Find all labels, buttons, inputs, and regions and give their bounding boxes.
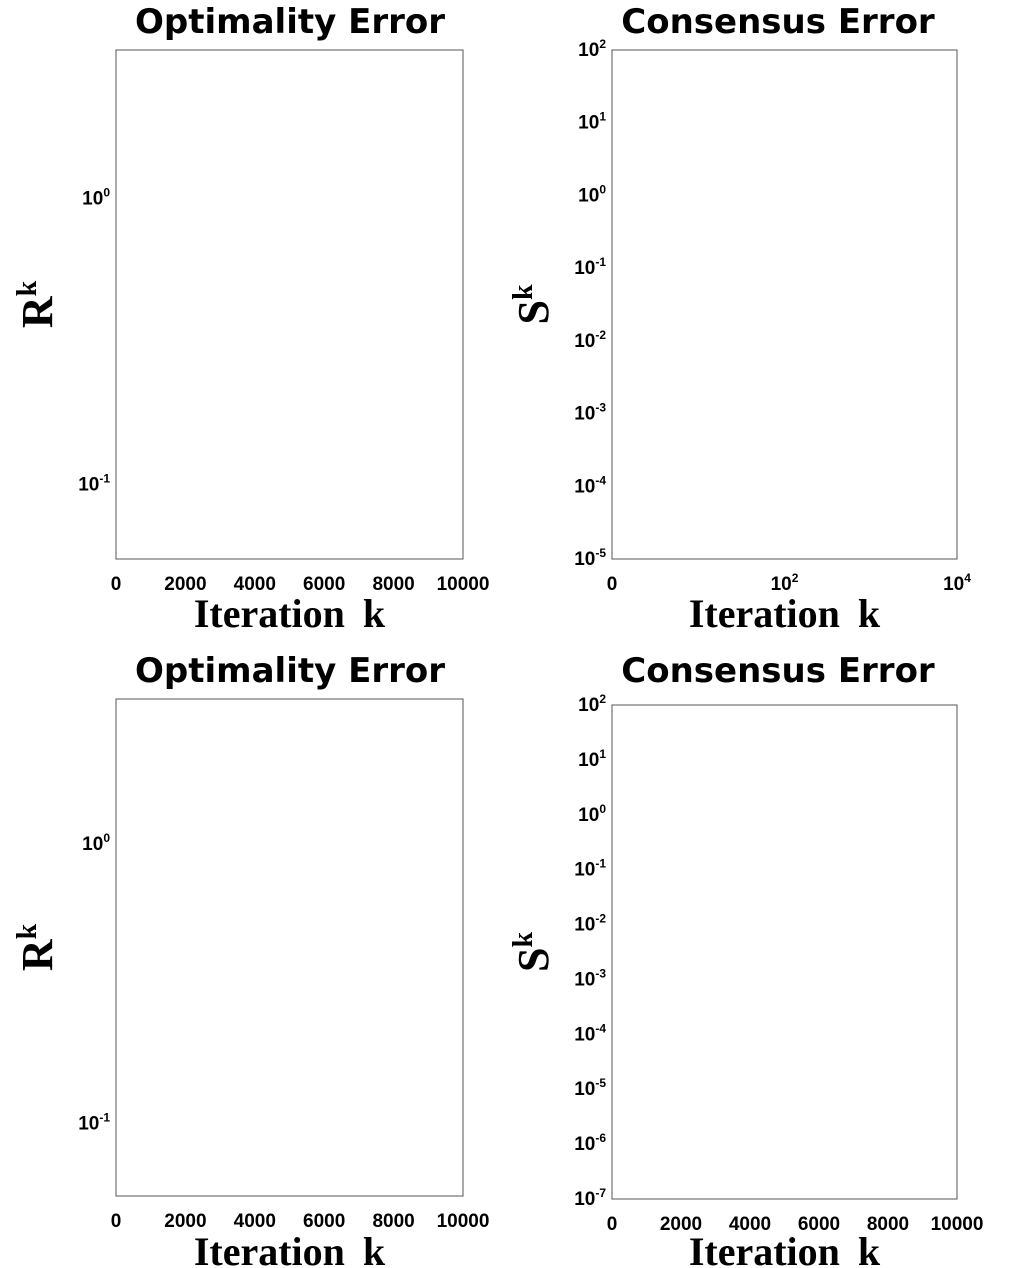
chart-panel-2: 102 101 100 10-1 10-2 10-3 10-4 10-50 102 104 Cons… xyxy=(508,2,971,636)
x-tick-label: 2000 xyxy=(660,1214,702,1235)
y-tick-label: 102 xyxy=(578,692,606,716)
y-tick-label: 10-5 xyxy=(574,1076,606,1100)
x-tick-label: 6000 xyxy=(798,1214,840,1235)
x-tick-label: 10000 xyxy=(437,574,490,595)
x-tick-label: 4000 xyxy=(234,1211,276,1232)
y-tick-label: 10-1 xyxy=(574,255,606,279)
y-tick-label: 10-1 xyxy=(78,1110,110,1134)
y-tick-label: 10-3 xyxy=(574,966,606,990)
x-tick-label: 0 xyxy=(111,1211,122,1232)
x-axis-label: Iteration k xyxy=(689,591,881,636)
y-tick-label: 100 xyxy=(82,185,110,209)
chart-title: Consensus Error xyxy=(621,651,935,691)
chart-panel-1: 100 10-1 0 2000 4000 6000 8000 10000 Optimality … xyxy=(12,2,489,636)
x-tick-label: 2000 xyxy=(164,574,206,595)
y-tick-label: 10-4 xyxy=(574,473,606,497)
y-tick-label: 10-1 xyxy=(574,857,606,881)
y-tick-label: 10-6 xyxy=(574,1131,606,1155)
y-tick-label: 100 xyxy=(578,182,606,206)
x-tick-label: 8000 xyxy=(372,1211,414,1232)
x-tick-label: 2000 xyxy=(164,1211,206,1232)
y-tick-label: 101 xyxy=(578,110,606,134)
x-tick-label: 0 xyxy=(607,574,618,595)
x-tick-label: 8000 xyxy=(867,1214,909,1235)
x-tick-label: 6000 xyxy=(303,1211,345,1232)
x-axis-label: Iteration k xyxy=(689,1229,881,1268)
x-tick-label: 6000 xyxy=(303,574,345,595)
y-tick-label: 102 xyxy=(578,37,606,61)
y-tick-label: 10-3 xyxy=(574,401,606,425)
plot-frame xyxy=(611,704,958,1200)
x-tick-label: 10000 xyxy=(931,1214,984,1235)
y-tick-label: 100 xyxy=(578,802,606,826)
chart-panel-3: 100 10-1 0 2000 4000 6000 8000 10000 Optimality … xyxy=(12,651,489,1268)
y-axis-label: Rk xyxy=(12,280,62,328)
y-tick-label: 10-2 xyxy=(574,912,606,936)
chart-title: Optimality Error xyxy=(135,651,445,691)
plot-frame xyxy=(115,49,464,560)
x-tick-label: 0 xyxy=(111,574,122,595)
x-tick-label: 4000 xyxy=(234,574,276,595)
y-axis-label: Sk xyxy=(508,284,558,324)
plot-frame xyxy=(611,49,958,560)
y-tick-label: 10-1 xyxy=(78,472,110,496)
y-tick-label: 10-7 xyxy=(574,1186,606,1210)
x-tick-label: 102 xyxy=(771,571,799,595)
chart-title: Optimality Error xyxy=(135,2,445,42)
x-axis-label: Iteration k xyxy=(194,1229,386,1268)
chart-title: Consensus Error xyxy=(621,2,935,42)
y-tick-label: 10-5 xyxy=(574,546,606,570)
y-axis-label: Sk xyxy=(508,932,558,972)
chart-panel-4: 102 101 100 10-1 10-2 10-3 10-4 10-5 10-6 10-70 20… xyxy=(508,651,983,1268)
y-tick-label: 10-2 xyxy=(574,328,606,352)
x-tick-label: 0 xyxy=(607,1214,618,1235)
plot-frame xyxy=(115,698,464,1197)
x-tick-label: 104 xyxy=(943,571,971,595)
y-tick-label: 100 xyxy=(82,831,110,855)
y-axis-label: Rk xyxy=(12,923,62,971)
y-tick-label: 101 xyxy=(578,747,606,771)
y-tick-label: 10-4 xyxy=(574,1021,606,1045)
x-tick-label: 4000 xyxy=(729,1214,771,1235)
x-tick-label: 10000 xyxy=(437,1211,490,1232)
x-axis-label: Iteration k xyxy=(194,591,386,636)
x-tick-label: 8000 xyxy=(372,574,414,595)
